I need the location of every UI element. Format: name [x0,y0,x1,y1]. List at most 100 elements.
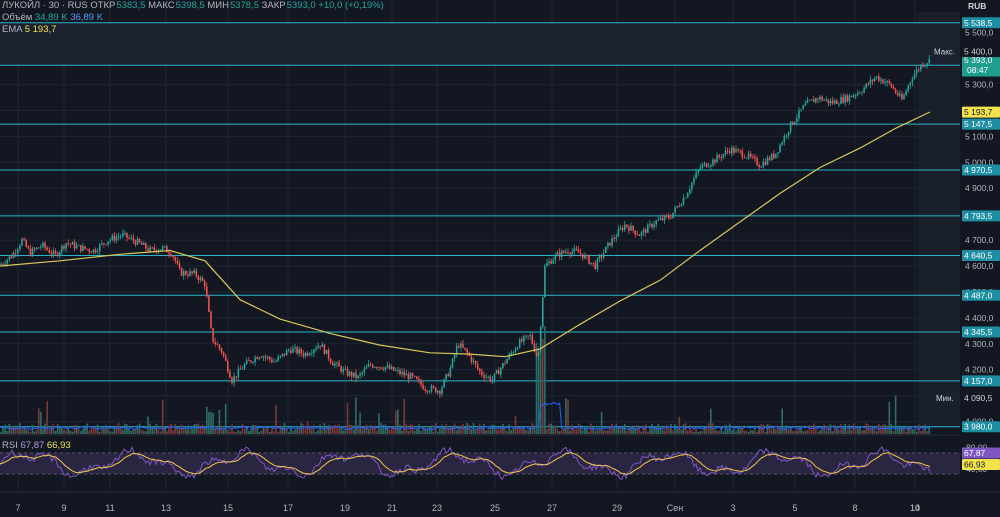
volume-bar [504,426,506,434]
candle-body [346,369,349,376]
volume-bar [237,430,240,434]
candle-body [355,372,357,378]
candle-body [577,250,580,253]
volume-bar [525,429,527,434]
candle-body [476,364,479,369]
candle-body [315,348,317,350]
level-price-tag-bg [962,326,1000,338]
candle-body [590,262,592,264]
candle-body [285,350,288,356]
candle-body [222,352,225,356]
volume-bar [722,431,725,434]
volume-bar [136,424,139,434]
rsi-legend[interactable]: RSI 67,87 66,93 [2,440,71,452]
candle-body [52,251,55,255]
volume-bar [256,425,258,434]
time-tick-label: 19 [340,503,350,513]
candle-body [4,263,6,265]
volume-bar [84,427,86,434]
price-tick-label: 4 400,0 [965,313,994,323]
candle-body [233,376,235,384]
volume-bar [739,429,741,434]
volume-bar [857,426,859,434]
symbol-name[interactable]: ЛУКОЙЛ · 30 · RUS [2,0,88,11]
candle-body [838,103,840,105]
volume-bar [718,430,720,434]
candle-body [668,215,670,219]
volume-bar [703,427,706,434]
time-tick-label: 13 [161,503,171,513]
ema-legend[interactable]: EMA 5 193,7 [2,24,56,36]
candle-body [537,351,540,357]
candle-body [48,249,51,254]
volume-bar [518,427,521,434]
volume-legend[interactable]: Объём 34,89 K 36,89 K [2,12,103,24]
candle-body [596,258,599,269]
candle-body [607,242,609,247]
volume-bar [497,429,500,434]
volume-bar [592,427,594,434]
volume-bar [239,431,242,434]
horizontal-levels[interactable] [0,22,960,428]
volume-bar [768,424,771,434]
candle-body [65,243,67,249]
candle-body [371,364,374,368]
candle-body [754,156,756,159]
volume-bar [915,431,918,434]
volume-bar [487,428,489,434]
price-axis[interactable]: 5 500,05 400,05 300,05 200,05 100,05 000… [932,0,1000,517]
volume-bar [397,409,399,434]
candle-body [201,277,204,281]
candle-body [380,367,382,369]
candle-body [852,95,855,97]
candle-body [533,343,536,352]
volume-bar [508,424,510,434]
volume-label: Объём [2,12,33,23]
candle-body [447,374,450,377]
candle-body [653,224,655,228]
volume-bar [306,421,309,434]
candle-body [140,242,143,245]
volume-bar [428,426,431,434]
candle-body [111,235,114,240]
volume-bar [726,429,729,434]
candle-body [441,387,443,395]
level-price-tag: 4 640,5 [964,251,993,261]
volume-bar [311,430,313,434]
symbol-legend[interactable]: ЛУКОЙЛ · 30 · RUS ОТКР5383,5 МАКС5398,5 … [2,0,384,12]
candle-body [785,135,788,137]
candle-body [602,253,605,258]
volume-bar [642,425,645,434]
volume-bar [752,430,754,434]
time-tick-label: 29 [612,503,622,513]
candle-body [546,263,548,267]
candle-body [170,254,172,256]
volume-bar [334,424,336,434]
candle-body [913,73,916,80]
volume-bar [875,431,878,434]
candle-body [411,373,414,376]
volume-bar [56,424,59,434]
future-zone [0,22,960,66]
candle-body [231,377,233,384]
candle-body [928,58,930,64]
candle-body [817,98,819,100]
max-label-bg [932,46,960,58]
volume-bar [533,425,536,434]
candle-body [539,326,542,352]
currency-label[interactable]: RUB [968,1,987,11]
candle-body [676,206,678,208]
candle-body [334,363,336,366]
candle-body [455,346,458,355]
volume-bar [668,426,670,434]
volume-bar [848,424,851,434]
candle-body [869,79,872,85]
volume-bar [565,398,567,434]
candle-body [132,237,135,241]
candle-body [743,157,746,158]
candle-body [86,248,88,250]
countdown: 08:47 [967,65,989,75]
volume-bar [185,426,187,434]
